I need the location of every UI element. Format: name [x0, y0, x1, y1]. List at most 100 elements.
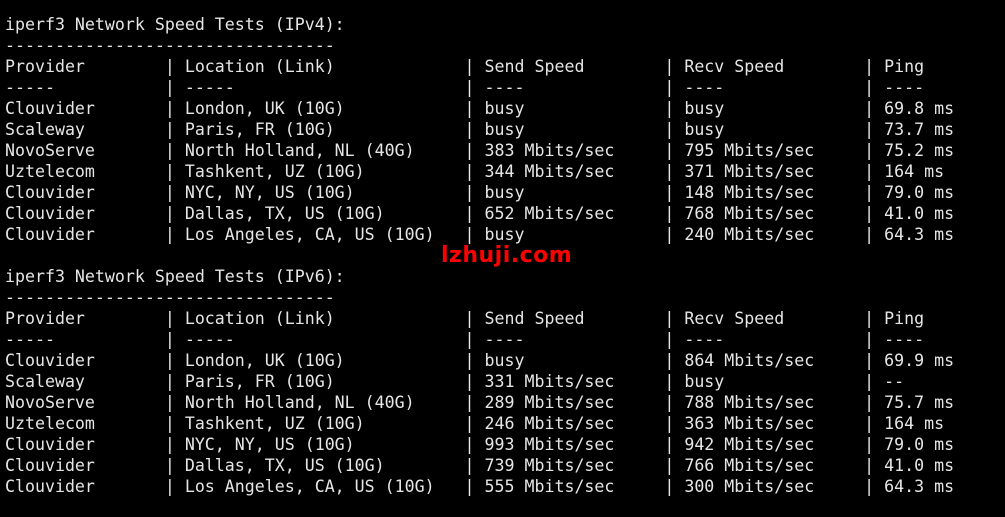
cell: busy	[684, 99, 725, 118]
column-separator: |	[464, 225, 485, 244]
column-separator: |	[864, 57, 885, 76]
cell: 363 Mbits/sec	[684, 414, 815, 433]
column-separator: |	[164, 393, 185, 412]
column-separator: |	[664, 435, 685, 454]
cell: ----	[684, 78, 725, 97]
cell: Send Speed	[484, 57, 585, 76]
column-separator: |	[464, 456, 485, 475]
column-separator: |	[164, 57, 185, 76]
cell: 993 Mbits/sec	[484, 435, 615, 454]
column-separator: |	[464, 120, 485, 139]
table-row: Clouvider | Dallas, TX, US (10G) | 652 Mbi…	[5, 203, 954, 224]
cell: Provider	[5, 309, 85, 328]
cell: 555 Mbits/sec	[484, 477, 615, 496]
cell: ----	[484, 330, 525, 349]
cell: 371 Mbits/sec	[684, 162, 815, 181]
cell: Clouvider	[5, 456, 95, 475]
cell: Location (Link)	[184, 57, 335, 76]
column-separator: |	[164, 372, 185, 391]
section-title: iperf3 Network Speed Tests (IPv4):	[5, 15, 345, 34]
cell: 331 Mbits/sec	[484, 372, 615, 391]
cell: busy	[484, 183, 525, 202]
cell: Ping	[884, 57, 925, 76]
column-separator: |	[864, 477, 885, 496]
cell: 246 Mbits/sec	[484, 414, 615, 433]
cell: busy	[484, 99, 525, 118]
cell: NovoServe	[5, 141, 95, 160]
column-separator: |	[164, 330, 185, 349]
column-separator: |	[164, 477, 185, 496]
cell: 795 Mbits/sec	[684, 141, 815, 160]
terminal-output: iperf3 Network Speed Tests (IPv4): ------…	[5, 14, 954, 497]
column-separator: |	[664, 330, 685, 349]
column-separator: |	[664, 99, 685, 118]
cell: 41.0 ms	[884, 456, 955, 475]
column-separator: |	[464, 351, 485, 370]
column-separator: |	[864, 99, 885, 118]
divider: ---------------------------------	[5, 288, 335, 307]
column-separator: |	[164, 309, 185, 328]
column-separator: |	[664, 477, 685, 496]
divider: ---------------------------------	[5, 36, 335, 55]
column-separator: |	[464, 57, 485, 76]
cell: 864 Mbits/sec	[684, 351, 815, 370]
cell: Clouvider	[5, 204, 95, 223]
cell: Send Speed	[484, 309, 585, 328]
cell: Paris, FR (10G)	[184, 372, 335, 391]
cell: 75.2 ms	[884, 141, 955, 160]
cell: Paris, FR (10G)	[184, 120, 335, 139]
cell: 300 Mbits/sec	[684, 477, 815, 496]
column-separator: |	[664, 414, 685, 433]
column-separator: |	[464, 393, 485, 412]
column-separator: |	[164, 141, 185, 160]
column-separator: |	[864, 435, 885, 454]
column-separator: |	[164, 183, 185, 202]
cell: Clouvider	[5, 99, 95, 118]
cell: NovoServe	[5, 393, 95, 412]
cell: -----	[184, 78, 235, 97]
cell: 739 Mbits/sec	[484, 456, 615, 475]
cell: Scaleway	[5, 120, 85, 139]
cell: 652 Mbits/sec	[484, 204, 615, 223]
cell: 64.3 ms	[884, 477, 955, 496]
column-separator: |	[664, 456, 685, 475]
column-separator: |	[864, 204, 885, 223]
column-separator: |	[464, 78, 485, 97]
column-separator: |	[464, 309, 485, 328]
column-separator: |	[464, 183, 485, 202]
column-separator: |	[164, 204, 185, 223]
cell: 164 ms	[884, 162, 945, 181]
cell: Scaleway	[5, 372, 85, 391]
cell: ----	[884, 78, 925, 97]
cell: busy	[484, 225, 525, 244]
cell: -----	[5, 78, 55, 97]
column-separator: |	[164, 120, 185, 139]
cell: 69.8 ms	[884, 99, 955, 118]
cell: 768 Mbits/sec	[684, 204, 815, 223]
column-separator: |	[464, 477, 485, 496]
column-separator: |	[164, 162, 185, 181]
cell: 64.3 ms	[884, 225, 955, 244]
column-separator: |	[164, 456, 185, 475]
cell: Recv Speed	[684, 57, 785, 76]
cell: 79.0 ms	[884, 435, 955, 454]
table-row: Clouvider | London, UK (10G) | busy | busy |…	[5, 98, 954, 119]
table-row: Uztelecom | Tashkent, UZ (10G) | 246 Mbits…	[5, 413, 954, 434]
cell: 788 Mbits/sec	[684, 393, 815, 412]
column-separator: |	[664, 372, 685, 391]
cell: 766 Mbits/sec	[684, 456, 815, 475]
column-separator: |	[864, 120, 885, 139]
cell: Clouvider	[5, 183, 95, 202]
column-separator: |	[664, 309, 685, 328]
cell: Tashkent, UZ (10G)	[184, 414, 365, 433]
column-separator: |	[864, 183, 885, 202]
cell: busy	[684, 120, 725, 139]
column-separator: |	[864, 372, 885, 391]
cell: busy	[484, 120, 525, 139]
cell: ----	[684, 330, 725, 349]
table-row: Clouvider | Dallas, TX, US (10G) | 739 Mbi…	[5, 455, 954, 476]
cell: Uztelecom	[5, 162, 95, 181]
column-separator: |	[664, 225, 685, 244]
cell: 344 Mbits/sec	[484, 162, 615, 181]
table-row: Clouvider | NYC, NY, US (10G) | busy | 148 …	[5, 182, 954, 203]
